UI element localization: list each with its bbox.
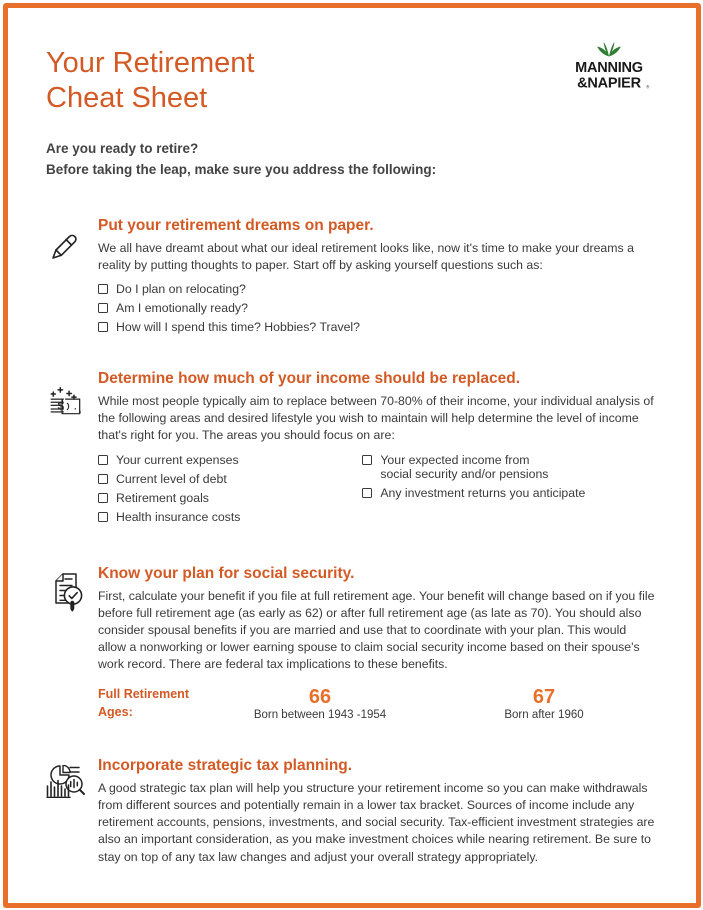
svg-text:&NAPIER: &NAPIER [577, 75, 641, 91]
svg-text:$: $ [58, 400, 65, 412]
svg-text:MANNING: MANNING [575, 60, 643, 76]
svg-text:®: ® [646, 85, 649, 90]
